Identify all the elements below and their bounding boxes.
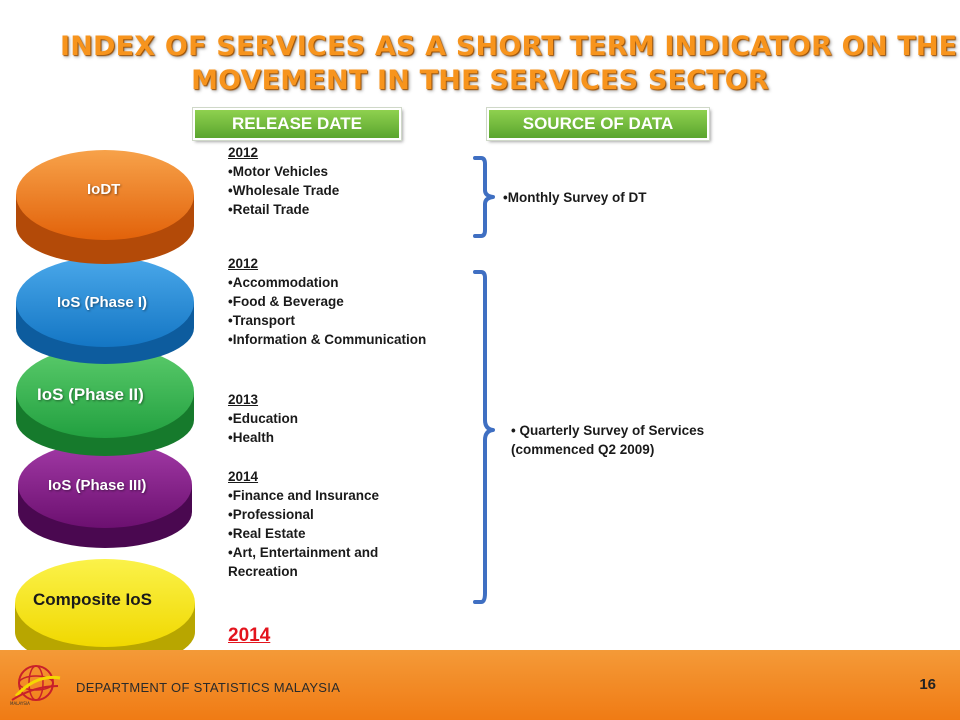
bracket-dt [473,156,495,238]
list-item: Accommodation [228,273,426,292]
source-services-line-2: (commenced Q2 2009) [511,440,655,459]
label-ios-phase-3: IoS (Phase III) [48,477,147,494]
list-item: Information & Communication [228,330,427,349]
label-ios-phase-1: IoS (Phase I) [57,294,148,311]
list-item: Motor Vehicles [228,162,339,181]
release-phase-1: 2012 Accommodation Food & Beverage Trans… [228,254,426,349]
disc-phase-3 [18,442,192,548]
source-services: Quarterly Survey of Services [511,421,705,440]
list-item: Real Estate [228,524,438,543]
department-name: DEPARTMENT OF STATISTICS MALAYSIA [76,680,341,695]
release-phase-2: 2013 Education Health [228,390,298,447]
list-item: Transport [228,311,426,330]
list-item: Education [228,409,298,428]
label-composite-ios: Composite IoS [33,590,153,609]
disc-composite [15,559,195,660]
list-item: Finance and Insurance [228,486,438,505]
list-item: Health [228,428,298,447]
source-dt: Monthly Survey of DT [503,188,647,207]
list-item: Professional [228,505,438,524]
release-phase-1-year: 2012 [228,256,259,271]
disc-phase-1 [16,257,194,364]
label-ios-phase-2: IoS (Phase II) [37,385,144,404]
release-date-header: RELEASE DATE [193,108,401,140]
label-iodt: IoDT [87,181,121,198]
disc-iodt [16,150,194,264]
release-iodt: 2012 Motor Vehicles Wholesale Trade Reta… [228,143,339,219]
release-phase-3: 2014 Finance and Insurance Professional … [228,467,438,581]
list-item: Food & Beverage [228,292,426,311]
source-of-data-header: SOURCE OF DATA [487,108,709,140]
release-phase-3-year: 2014 [228,469,259,484]
index-discs [15,150,195,660]
logo-caption: MALAYSIA [10,701,30,706]
slide-title: INDEX OF SERVICES AS A SHORT TERM INDICA… [60,30,958,98]
disc-phase-2 [16,346,194,456]
composite-release-year: 2014 [228,625,271,646]
footer-bar: MALAYSIA DEPARTMENT OF STATISTICS MALAYS… [0,650,960,720]
page-number: 16 [919,676,936,693]
list-item: Wholesale Trade [228,181,340,200]
brackets [473,156,495,604]
dosm-logo-icon [11,665,61,701]
title-line-2: MOVEMENT IN THE SERVICES SECTOR [191,65,769,96]
release-iodt-year: 2012 [228,145,259,160]
list-item: Retail Trade [228,200,339,219]
source-services-line-1: Quarterly Survey of Services [519,423,705,438]
bracket-services [473,270,495,604]
list-item: Art, Entertainment and Recreation [228,543,438,581]
release-phase-2-year: 2013 [228,392,259,407]
title-line-1: INDEX OF SERVICES AS A SHORT TERM INDICA… [60,31,958,62]
